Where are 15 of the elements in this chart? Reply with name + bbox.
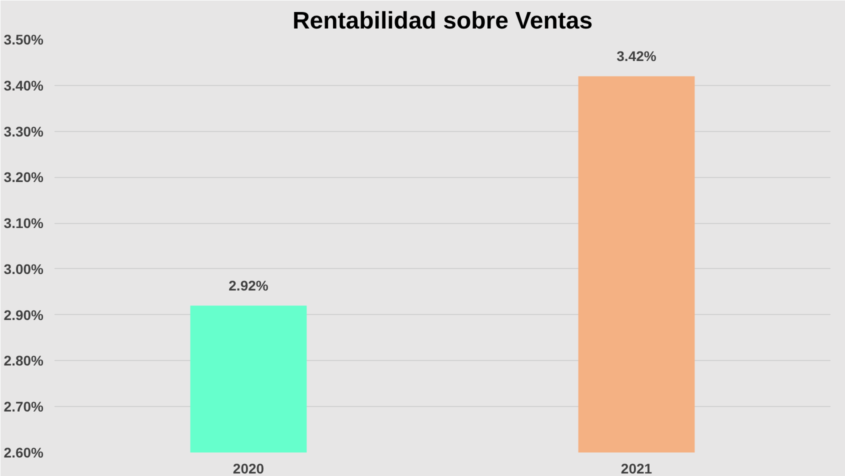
x-tick-label: 2021 — [620, 460, 652, 476]
y-tick-label: 2.80% — [4, 352, 44, 369]
data-label: 3.42% — [616, 48, 657, 64]
x-tick-label: 2020 — [232, 460, 264, 476]
y-tick-label: 2.70% — [4, 398, 44, 415]
y-tick-label: 3.10% — [4, 215, 44, 232]
y-tick-label: 3.50% — [4, 32, 44, 48]
y-tick-label: 3.30% — [4, 123, 44, 140]
y-tick-label: 3.20% — [4, 169, 44, 186]
data-label: 2.92% — [228, 278, 269, 294]
y-tick-label: 2.60% — [4, 444, 44, 460]
y-tick-label: 3.40% — [4, 77, 44, 94]
chart-title: Rentabilidad sobre Ventas — [292, 8, 593, 34]
y-tick-label: 2.90% — [4, 306, 44, 323]
y-tick-label: 3.00% — [4, 260, 44, 277]
